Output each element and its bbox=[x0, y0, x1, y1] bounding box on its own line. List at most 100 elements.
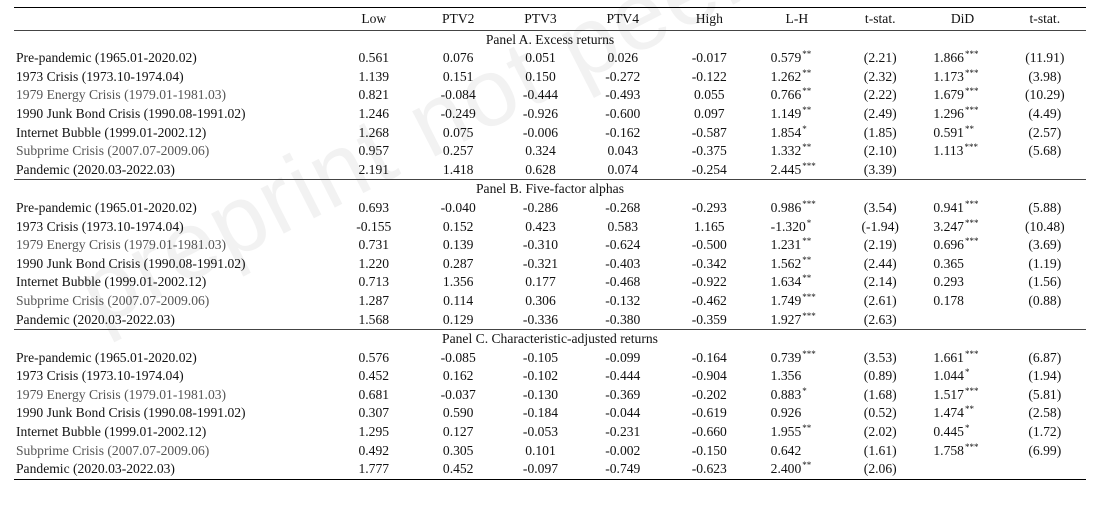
significance-stars: *** bbox=[964, 86, 979, 97]
significance-stars: *** bbox=[802, 198, 816, 209]
cell-low: 0.561 bbox=[358, 50, 390, 66]
cell-lh: 0.739*** bbox=[755, 349, 839, 368]
cell-did bbox=[921, 311, 1003, 330]
cell-ptv2: 1.418 bbox=[442, 161, 474, 177]
cell-lh: 1.927*** bbox=[755, 311, 839, 330]
cell-low: 0.693 bbox=[358, 199, 390, 215]
lh-value: 1.955 bbox=[770, 424, 802, 440]
did-value: 0.941 bbox=[933, 199, 964, 215]
panel-title: Panel A. Excess returns bbox=[14, 29, 1086, 50]
significance-stars: *** bbox=[802, 310, 816, 321]
cell-did: 0.696*** bbox=[921, 236, 1003, 255]
table-row: Subprime Crisis (2007.07-2009.06) 1.287 0.… bbox=[14, 292, 1086, 311]
significance-stars: *** bbox=[964, 348, 979, 359]
panel-title: Panel B. Five-factor alphas bbox=[14, 179, 1086, 199]
cell-high: -0.293 bbox=[691, 199, 727, 215]
table-row: Pandemic (2020.03-2022.03) 1.777 0.452 -0.0… bbox=[14, 460, 1086, 480]
cell-low: 2.191 bbox=[358, 161, 390, 177]
cell-ptv2: 0.590 bbox=[442, 405, 474, 421]
cell-did: 0.178 bbox=[921, 292, 1003, 311]
cell-ptv3: 0.423 bbox=[525, 218, 556, 234]
table-body: Panel A. Excess returns Pre-pandemic (196… bbox=[14, 29, 1086, 480]
cell-tstat-did: (2.57) bbox=[1028, 124, 1062, 140]
cell-tstat: (0.89) bbox=[863, 368, 897, 384]
cell-did bbox=[921, 161, 1003, 180]
cell-lh: 1.262** bbox=[755, 68, 839, 87]
cell-lh: 2.445*** bbox=[755, 161, 839, 180]
significance-stars: *** bbox=[964, 104, 979, 115]
cell-high: 1.165 bbox=[694, 218, 725, 234]
row-label: Pre-pandemic (1965.01-2020.02) bbox=[16, 349, 197, 365]
cell-lh: 0.926 bbox=[755, 404, 839, 423]
cell-low: 1.295 bbox=[358, 424, 390, 440]
cell-lh: -1.320* bbox=[755, 218, 839, 237]
cell-tstat: (2.02) bbox=[863, 424, 897, 440]
table-row: Subprime Crisis (2007.07-2009.06) 0.492 0.… bbox=[14, 442, 1086, 461]
cell-did: 0.293 bbox=[921, 273, 1003, 292]
cell-high: -0.619 bbox=[691, 405, 727, 421]
cell-tstat: (2.14) bbox=[863, 274, 897, 290]
cell-lh: 0.642 bbox=[755, 442, 839, 461]
cell-ptv4: -0.600 bbox=[605, 105, 641, 121]
cell-ptv2: 0.287 bbox=[442, 255, 474, 271]
table-row: 1973 Crisis (1973.10-1974.04) 1.139 0.151 0… bbox=[14, 68, 1086, 87]
cell-ptv3: -0.006 bbox=[522, 124, 559, 140]
col-header-tstat-did: t-stat. bbox=[1029, 11, 1061, 26]
col-header-period bbox=[14, 8, 331, 30]
cell-ptv2: 0.151 bbox=[442, 68, 474, 84]
significance-stars: * bbox=[964, 423, 970, 434]
cell-high: -0.922 bbox=[691, 274, 727, 290]
cell-tstat: (2.61) bbox=[863, 292, 897, 308]
lh-value: 0.642 bbox=[770, 442, 802, 458]
cell-tstat: (2.49) bbox=[863, 105, 897, 121]
significance-stars: *** bbox=[964, 49, 979, 60]
col-header-did: DiD bbox=[950, 11, 975, 26]
cell-ptv2: 0.152 bbox=[442, 218, 474, 234]
did-value: 0.696 bbox=[933, 237, 964, 253]
cell-ptv2: -0.037 bbox=[440, 386, 476, 402]
col-header-ptv4: PTV4 bbox=[606, 11, 640, 26]
cell-tstat-did: (6.87) bbox=[1028, 349, 1062, 365]
row-label: 1973 Crisis (1973.10-1974.04) bbox=[16, 368, 184, 384]
cell-tstat-did: (1.72) bbox=[1028, 424, 1062, 440]
cell-ptv4: -0.132 bbox=[605, 292, 641, 308]
significance-stars: *** bbox=[964, 217, 979, 228]
col-header-tstat: t-stat. bbox=[864, 11, 896, 26]
significance-stars: * bbox=[802, 385, 807, 396]
cell-tstat-did: (3.98) bbox=[1028, 68, 1062, 84]
cell-ptv4: -0.493 bbox=[605, 87, 641, 103]
cell-tstat: (2.21) bbox=[863, 50, 897, 66]
table-row: 1990 Junk Bond Crisis (1990.08-1991.02) 1… bbox=[14, 255, 1086, 274]
did-value: 0.445 bbox=[933, 424, 964, 440]
cell-ptv4: 0.043 bbox=[607, 143, 639, 159]
cell-ptv2: 0.257 bbox=[442, 143, 474, 159]
cell-tstat-did: (1.94) bbox=[1028, 368, 1062, 384]
cell-tstat-did: (10.48) bbox=[1025, 218, 1065, 234]
lh-value: 2.445 bbox=[770, 161, 802, 177]
cell-tstat-did bbox=[1004, 161, 1086, 180]
cell-tstat-did: (5.88) bbox=[1028, 199, 1062, 215]
cell-ptv4: -0.624 bbox=[605, 237, 641, 253]
significance-stars: ** bbox=[802, 236, 812, 247]
results-table-container: Low PTV2 PTV3 PTV4 High L-H t-stat. DiD … bbox=[14, 7, 1086, 480]
row-label: 1973 Crisis (1973.10-1974.04) bbox=[16, 218, 184, 234]
table-row: 1979 Energy Crisis (1979.01-1981.03) 0.68… bbox=[14, 386, 1086, 405]
significance-stars: ** bbox=[802, 104, 812, 115]
cell-ptv3: 0.628 bbox=[525, 161, 556, 177]
table-row: 1979 Energy Crisis (1979.01-1981.03) 0.73… bbox=[14, 236, 1086, 255]
cell-high: -0.202 bbox=[691, 386, 727, 402]
row-label: 1979 Energy Crisis (1979.01-1981.03) bbox=[16, 237, 227, 253]
cell-lh: 0.986*** bbox=[755, 199, 839, 218]
cell-tstat: (2.44) bbox=[863, 255, 897, 271]
cell-ptv2: 0.127 bbox=[442, 424, 474, 440]
cell-ptv4: 0.026 bbox=[607, 50, 639, 66]
lh-value: 1.149 bbox=[770, 105, 802, 121]
cell-did: 0.365 bbox=[921, 255, 1003, 274]
cell-tstat: (3.53) bbox=[863, 349, 897, 365]
cell-tstat: (1.61) bbox=[863, 442, 897, 458]
cell-tstat: (2.10) bbox=[863, 143, 897, 159]
cell-low: 1.268 bbox=[358, 124, 390, 140]
significance-stars: *** bbox=[964, 67, 979, 78]
significance-stars: *** bbox=[964, 198, 979, 209]
cell-tstat: (0.52) bbox=[863, 405, 897, 421]
